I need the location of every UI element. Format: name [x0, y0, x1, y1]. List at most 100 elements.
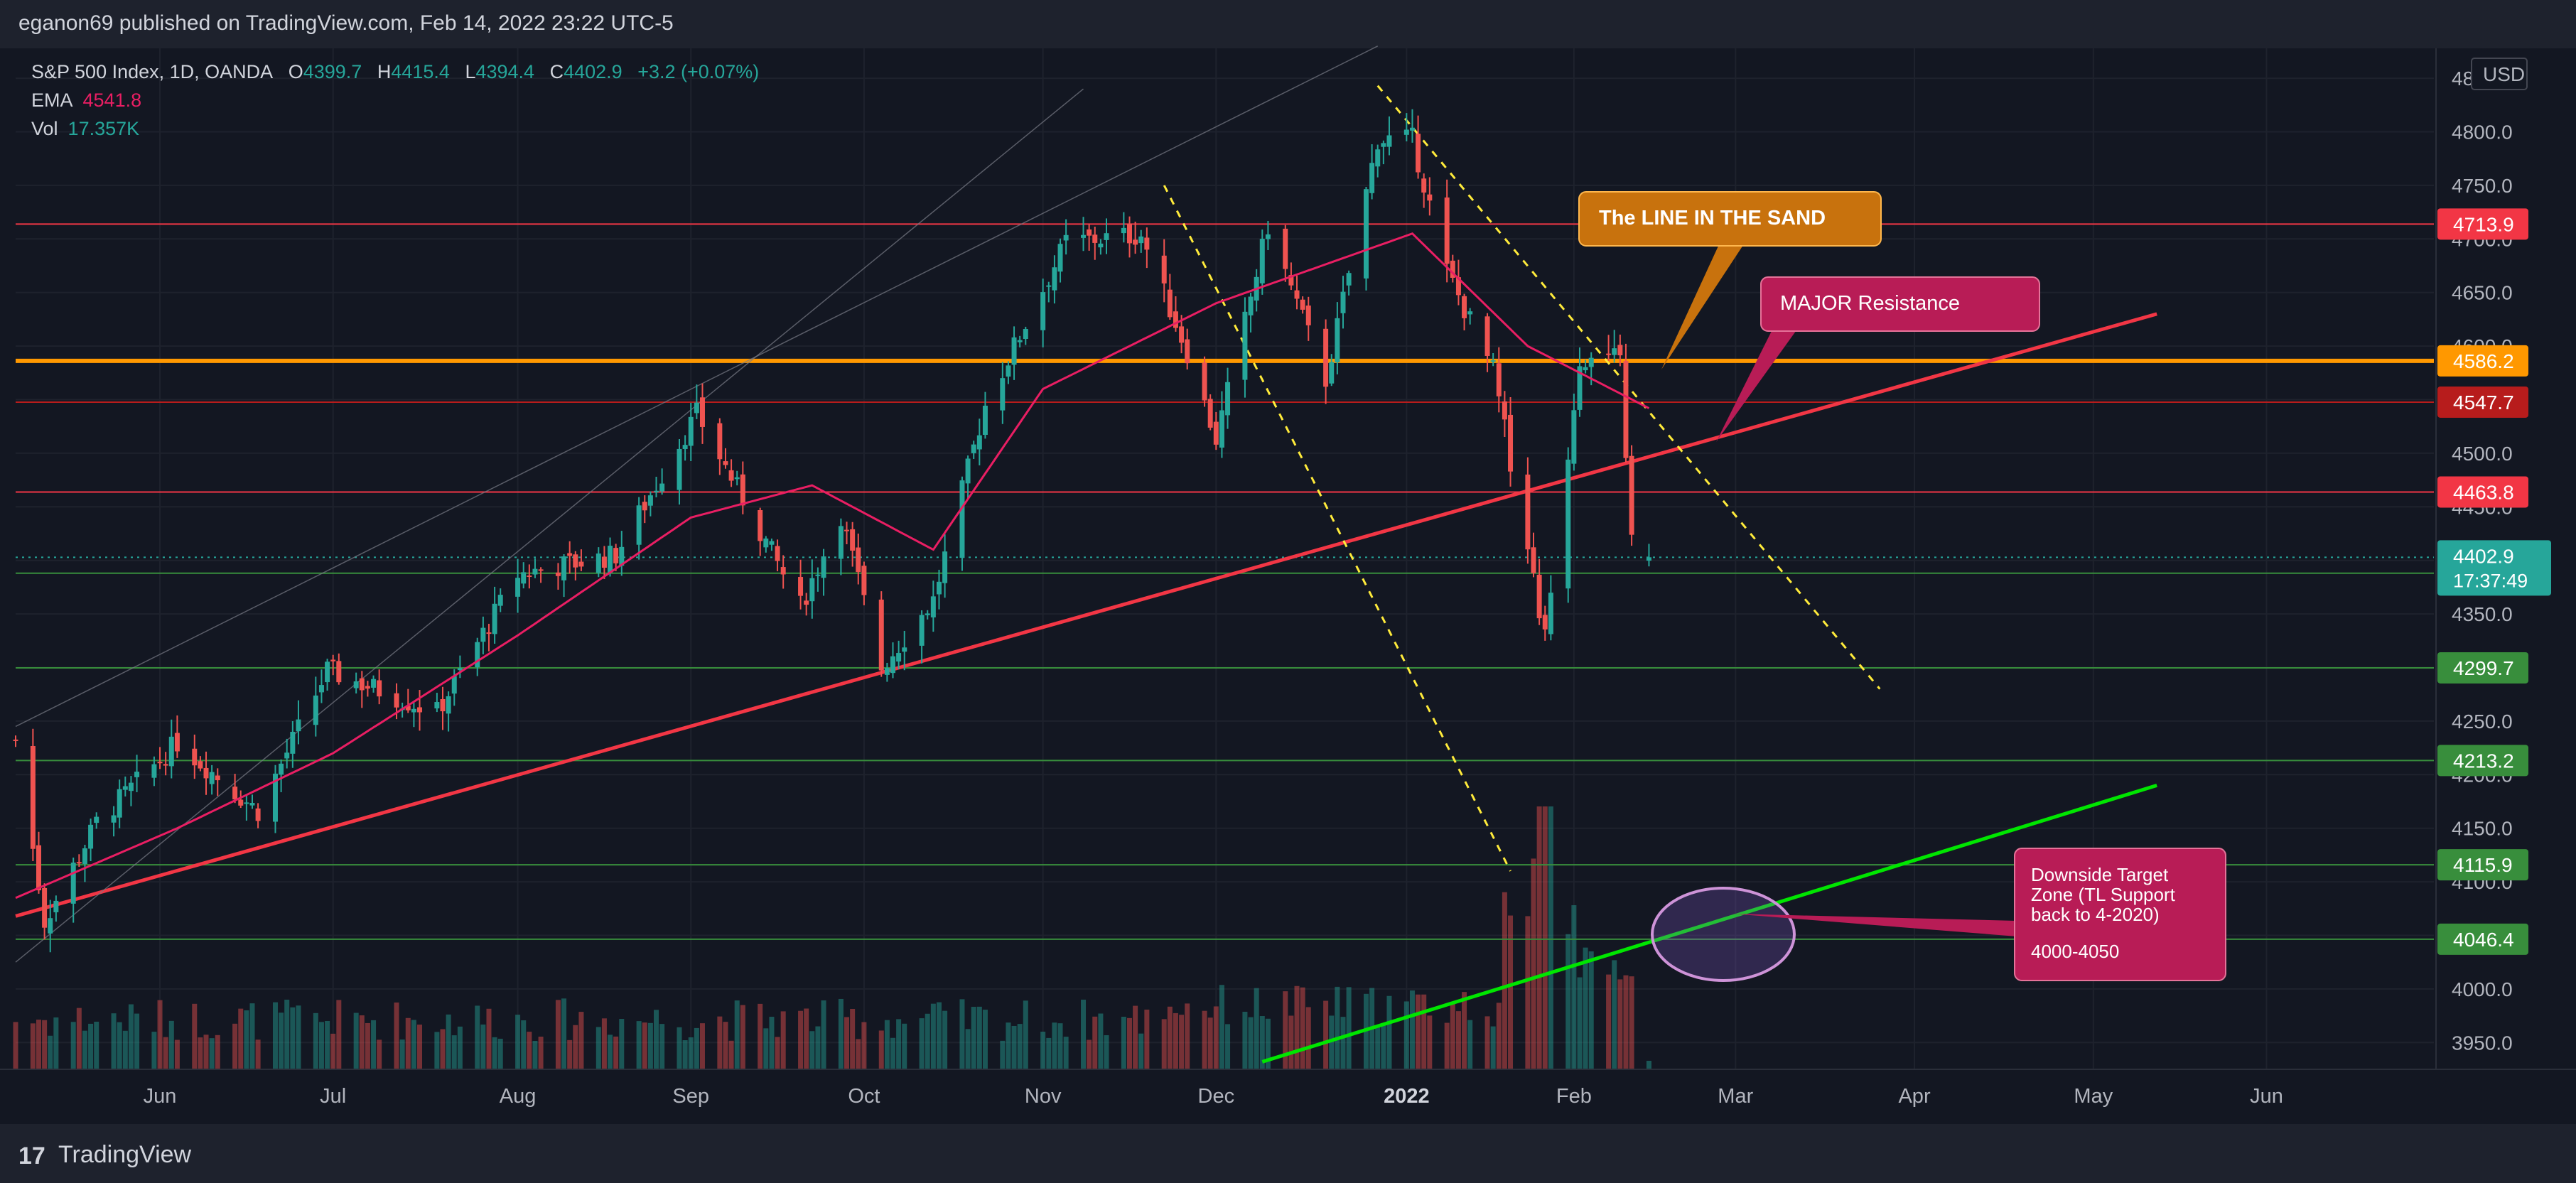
candle-body — [1577, 366, 1583, 410]
volume-bar — [1409, 990, 1415, 1069]
volume-bar — [890, 1037, 896, 1069]
level-price-tag — [2437, 652, 2528, 684]
candle-body — [636, 505, 642, 545]
candle-body — [1375, 149, 1381, 167]
candle-body — [1542, 615, 1548, 630]
candle-body — [1179, 326, 1185, 343]
volume-bar — [878, 1030, 884, 1069]
candle-body — [82, 848, 87, 864]
candle-body — [377, 680, 382, 697]
price-tick-label: 3950.0 — [2452, 1032, 2513, 1054]
volume-bar — [244, 1010, 249, 1069]
volume-bar — [844, 1017, 850, 1069]
volume-bar — [758, 1003, 763, 1069]
volume-bar — [1081, 999, 1087, 1069]
candle-body — [601, 556, 607, 568]
volume-bar — [1490, 1026, 1496, 1069]
volume-bar — [163, 1037, 168, 1069]
legend-high: 4415.4 — [391, 61, 450, 82]
volume-bar — [1283, 991, 1288, 1069]
legend-symbol: S&P 500 Index, 1D, OANDA — [31, 61, 274, 82]
candle-body — [313, 695, 318, 725]
volume-bar — [521, 1020, 527, 1069]
candle-body — [642, 502, 647, 511]
countdown-text: 17:37:49 — [2453, 570, 2528, 591]
target-callout-line: back to 4-2020) — [2031, 904, 2160, 925]
time-tick-label: May — [2074, 1085, 2113, 1108]
candle-body — [480, 627, 486, 642]
candle-body — [1536, 574, 1542, 619]
volume-bar — [642, 1022, 647, 1069]
candle-body — [1052, 267, 1057, 291]
volume-bar — [1531, 858, 1536, 1069]
volume-bar — [399, 1039, 405, 1069]
volume-bar — [613, 1036, 619, 1069]
volume-bar — [70, 1022, 76, 1069]
volume-bar — [1646, 1061, 1651, 1069]
candle-body — [919, 615, 925, 646]
price-chart[interactable]: The LINE IN THE SAND MAJOR Resistance Down… — [0, 0, 2576, 1124]
volume-bar — [527, 1032, 532, 1069]
volume-bar — [821, 1000, 826, 1069]
volume-bar — [1577, 977, 1583, 1069]
target-callout-line: Downside Target — [2031, 864, 2169, 885]
volume-bar — [1305, 1007, 1311, 1069]
volume-bar — [775, 1037, 780, 1069]
candle-body — [1363, 189, 1369, 279]
candle-body — [538, 569, 544, 571]
volume-bar — [36, 1020, 41, 1069]
volume-bar — [1346, 987, 1352, 1069]
candle-body — [1000, 378, 1006, 411]
volume-bar — [1242, 1012, 1248, 1069]
volume-bar — [1617, 979, 1623, 1069]
candle-body — [1138, 236, 1144, 244]
level-price-text: 4586.2 — [2453, 350, 2514, 372]
candle-body — [971, 444, 976, 453]
volume-bar — [411, 1020, 416, 1069]
volume-bar — [353, 1012, 359, 1069]
volume-bar — [325, 1020, 330, 1069]
volume-bar — [1502, 892, 1507, 1069]
volume-bar — [272, 1002, 278, 1069]
candle-body — [896, 653, 902, 662]
volume-bar — [497, 1038, 503, 1069]
candle-body — [758, 509, 763, 541]
level-price-text: 4547.7 — [2453, 391, 2514, 414]
level-price-tag — [2437, 923, 2528, 955]
candle-body — [330, 659, 336, 661]
candle-body — [279, 763, 284, 775]
volume-bar — [279, 1012, 284, 1069]
candle-body — [1583, 367, 1588, 371]
volume-bar — [677, 1027, 682, 1069]
candle-body — [440, 698, 446, 712]
candle-body — [192, 748, 198, 766]
candle-body — [284, 752, 290, 759]
candle-body — [215, 775, 220, 781]
candle-body — [930, 596, 936, 617]
target-callout-range: 4000-4050 — [2031, 941, 2119, 962]
candle-body — [238, 799, 244, 806]
volume-bar — [405, 1017, 411, 1069]
time-tick-label: Feb — [1556, 1085, 1592, 1108]
candle-body — [1087, 229, 1092, 236]
candlesticks — [13, 109, 1651, 953]
level-price-tag — [2437, 745, 2528, 777]
volume-bar — [1583, 947, 1588, 1069]
volume-bar — [1052, 1022, 1057, 1069]
volume-bar — [856, 1039, 861, 1069]
volume-bar — [1536, 806, 1542, 1069]
resistance-callout-text: MAJOR Resistance — [1780, 292, 1960, 315]
candle-body — [1248, 296, 1254, 315]
legend-close: 4402.9 — [564, 61, 623, 82]
volume-bar — [492, 1037, 497, 1069]
volume-bar — [1265, 1018, 1271, 1069]
volume-bar — [965, 1029, 971, 1069]
volume-bar — [608, 1035, 613, 1069]
volume-bar — [1363, 993, 1369, 1069]
candle-body — [1133, 239, 1138, 245]
volume-bar — [717, 1016, 723, 1069]
candle-body — [578, 561, 584, 567]
candle-body — [318, 685, 324, 693]
volume-bar — [942, 1010, 948, 1069]
candle-body — [325, 661, 330, 683]
